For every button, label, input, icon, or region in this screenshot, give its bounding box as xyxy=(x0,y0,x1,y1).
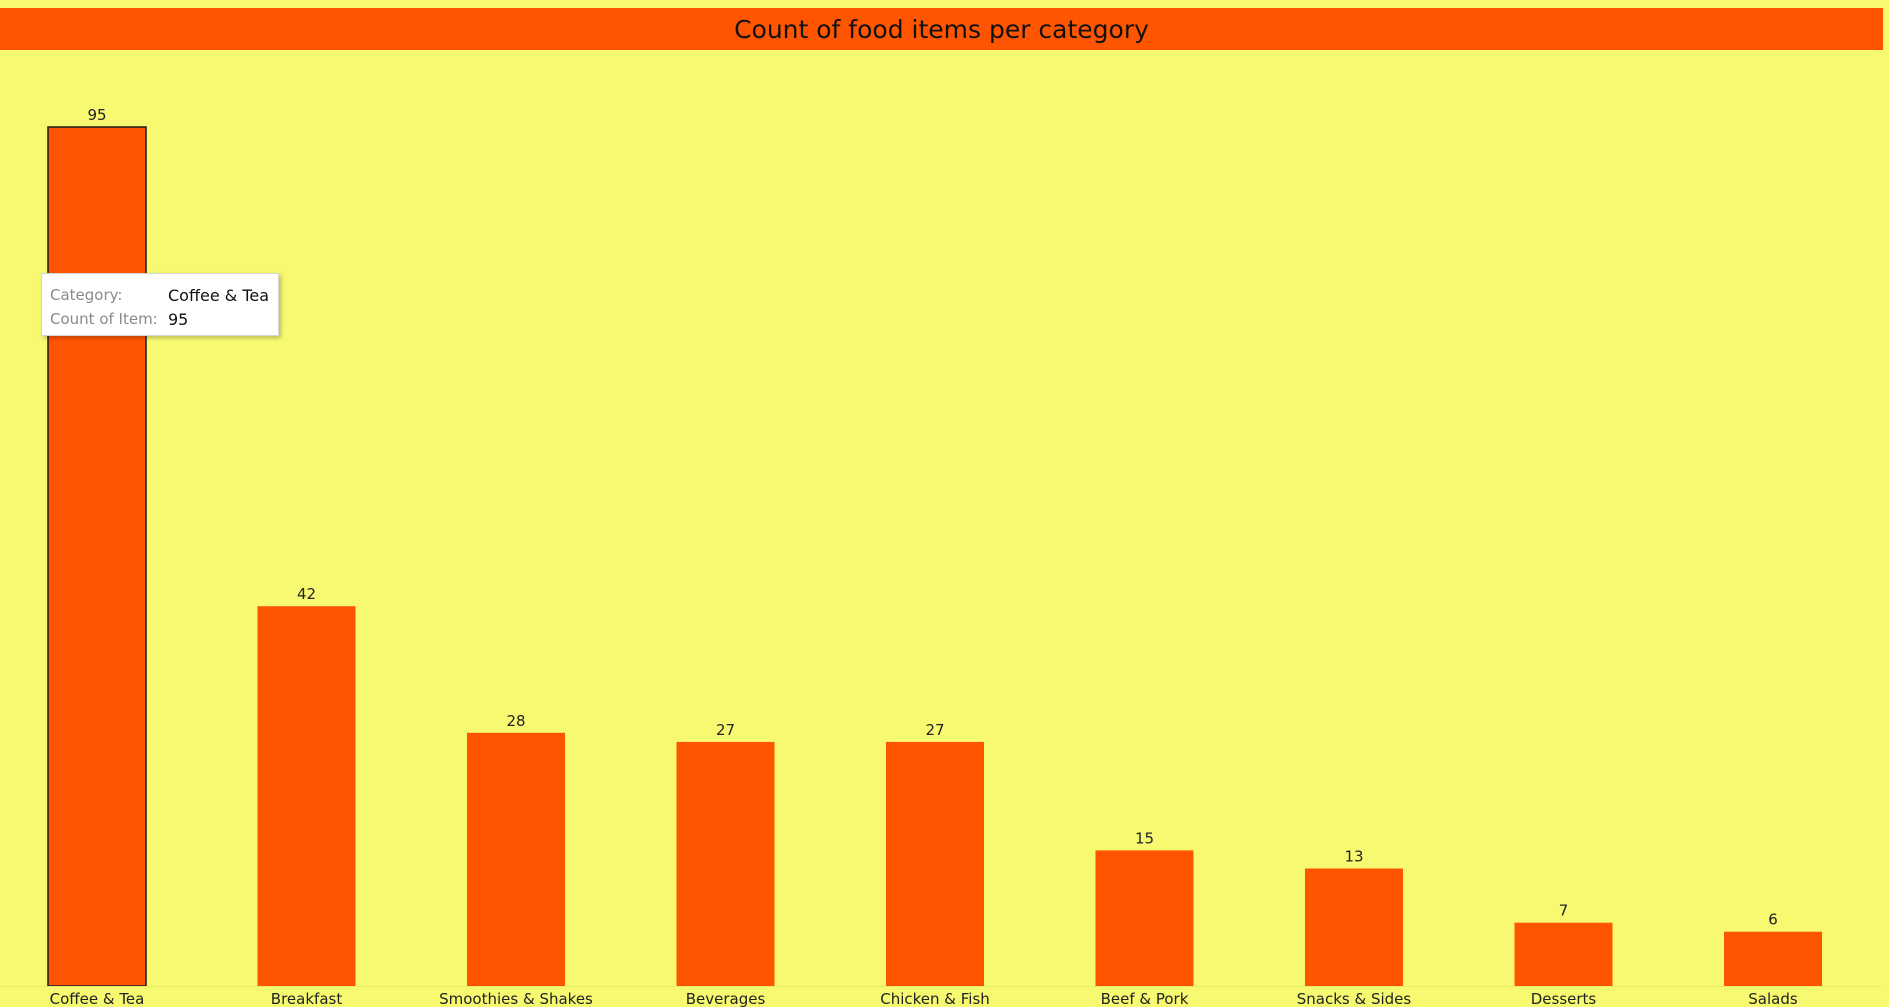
value-label-beverages: 27 xyxy=(716,721,735,739)
tooltip-row-category: Category: Coffee & Tea xyxy=(50,283,270,307)
value-label-beef-and-pork: 15 xyxy=(1135,829,1154,847)
value-label-breakfast: 42 xyxy=(297,585,316,603)
category-tick-beef-and-pork: Beef & Pork xyxy=(1101,990,1189,1007)
bar-snacks-and-sides[interactable] xyxy=(1305,868,1403,987)
bar-salads[interactable] xyxy=(1724,931,1822,986)
value-label-smoothies-and-shakes: 28 xyxy=(506,712,525,730)
category-tick-beverages: Beverages xyxy=(686,990,766,1007)
bar-tooltip: Category: Coffee & Tea Count of Item: 95 xyxy=(41,273,279,336)
value-label-salads: 6 xyxy=(1768,911,1778,929)
tooltip-row-count: Count of Item: 95 xyxy=(50,307,270,331)
bar-breakfast[interactable] xyxy=(257,606,356,986)
bar-desserts[interactable] xyxy=(1514,922,1613,986)
value-label-coffee-and-tea: 95 xyxy=(87,106,106,124)
value-label-snacks-and-sides: 13 xyxy=(1344,848,1363,866)
bar-beef-and-pork[interactable] xyxy=(1095,850,1194,986)
tooltip-count-key: Count of Item: xyxy=(50,310,158,328)
value-label-chicken-and-fish: 27 xyxy=(925,721,944,739)
tooltip-count-value: 95 xyxy=(168,309,189,329)
value-label-desserts: 7 xyxy=(1559,902,1569,920)
bar-coffee-and-tea[interactable] xyxy=(47,126,147,987)
category-tick-chicken-and-fish: Chicken & Fish xyxy=(880,990,990,1007)
title-bar: Count of food items per category xyxy=(0,8,1883,50)
bar-beverages[interactable] xyxy=(676,741,775,986)
category-tick-smoothies-and-shakes: Smoothies & Shakes xyxy=(439,990,593,1007)
category-tick-salads: Salads xyxy=(1748,990,1798,1007)
value-labels-layer: 95 42 28 27 27 15 13 7 6 xyxy=(87,106,1777,929)
category-tick-coffee-and-tea: Coffee & Tea xyxy=(50,990,145,1007)
category-tick-snacks-and-sides: Snacks & Sides xyxy=(1297,990,1412,1007)
chart-title: Count of food items per category xyxy=(734,14,1149,44)
tooltip-category-key: Category: xyxy=(50,286,123,304)
category-tick-breakfast: Breakfast xyxy=(271,990,343,1007)
category-tick-desserts: Desserts xyxy=(1531,990,1597,1007)
tooltip-category-value: Coffee & Tea xyxy=(168,285,270,305)
bar-smoothies-and-shakes[interactable] xyxy=(467,732,565,986)
category-ticks-layer: Coffee & Tea Breakfast Smoothies & Shakes B… xyxy=(50,990,1798,1007)
bars-layer xyxy=(0,126,1883,987)
bar-chicken-and-fish[interactable] xyxy=(886,741,984,986)
